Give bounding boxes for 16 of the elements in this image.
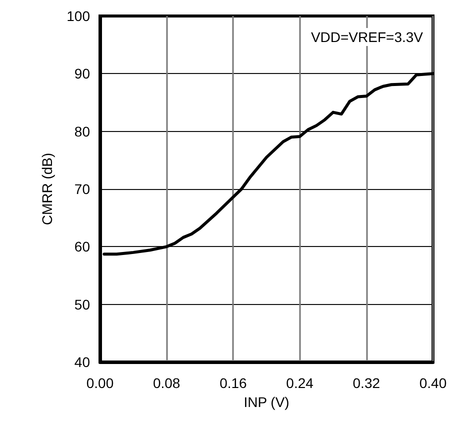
x-tick-label: 0.16 (220, 375, 248, 391)
y-tick-label: 100 (66, 8, 90, 24)
x-tick-label: 0.32 (352, 375, 380, 391)
x-tick-label: 0.08 (152, 375, 180, 391)
y-tick-label: 40 (74, 354, 90, 370)
y-tick-label: 60 (74, 238, 90, 255)
x-tick-label: 0.40 (419, 375, 447, 391)
y-tick-label: 80 (74, 123, 90, 140)
annotation: VDD=VREF=3.3V (310, 29, 424, 45)
y-tick-label: 70 (74, 181, 90, 197)
y-tick-label: 90 (74, 66, 90, 82)
y-tick-label: 50 (74, 296, 90, 312)
x-tick-label: 0.00 (86, 375, 114, 391)
y-axis-title: CMRR (dB) (39, 152, 55, 226)
x-axis-title: INP (V) (244, 394, 290, 410)
x-tick-label: 0.24 (286, 375, 314, 391)
